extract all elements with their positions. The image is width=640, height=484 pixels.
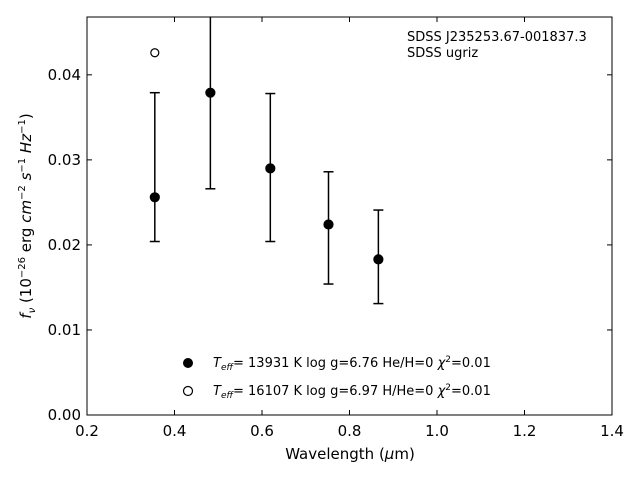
data-point-open <box>150 48 160 58</box>
data-point-filled <box>149 192 160 203</box>
annotation: SDSS J235253.67-001837.3 SDSS ugriz <box>407 30 587 61</box>
data-point-filled <box>265 163 276 174</box>
x-tick-label: 0.8 <box>338 422 362 440</box>
data-point-filled <box>323 219 334 230</box>
annotation-object-name: SDSS J235253.67-001837.3 <box>407 30 587 45</box>
data-point-filled <box>373 254 384 265</box>
annotation-filter-set: SDSS ugriz <box>407 46 478 61</box>
y-tick-label: 0.00 <box>48 406 81 424</box>
legend: Teff= 13931 K log g=6.76 He/H=0 χ2=0.01 … <box>182 355 491 401</box>
x-tick-label: 1.4 <box>600 422 624 440</box>
y-tick-label: 0.03 <box>48 151 81 169</box>
x-axis-label: Wavelength (μm) <box>285 445 415 463</box>
y-tick-label: 0.02 <box>48 236 81 254</box>
x-tick-label: 0.6 <box>250 422 274 440</box>
x-tick-label: 0.4 <box>163 422 187 440</box>
x-tick-label: 1.2 <box>513 422 537 440</box>
legend-label-1: Teff= 13931 K log g=6.76 He/H=0 χ2=0.01 <box>213 355 491 373</box>
data-point-filled <box>205 87 216 98</box>
legend-marker-open <box>182 385 194 397</box>
plot-area: 0.2 0.4 0.6 0.8 1.0 1.2 1.4 0.00 0.01 0.02 0.03 0.0… <box>48 16 624 440</box>
y-tick-label: 0.04 <box>48 66 81 84</box>
legend-label-2: Teff= 16107 K log g=6.97 H/He=0 χ2=0.01 <box>213 383 491 401</box>
x-tick-label: 1.0 <box>425 422 449 440</box>
legend-marker-filled <box>183 358 193 368</box>
x-tick-label: 0.2 <box>75 422 99 440</box>
y-axis-label: fν (10−26 erg cm−2 s−1 Hz−1) <box>17 113 38 318</box>
y-tick-label: 0.01 <box>48 321 81 339</box>
